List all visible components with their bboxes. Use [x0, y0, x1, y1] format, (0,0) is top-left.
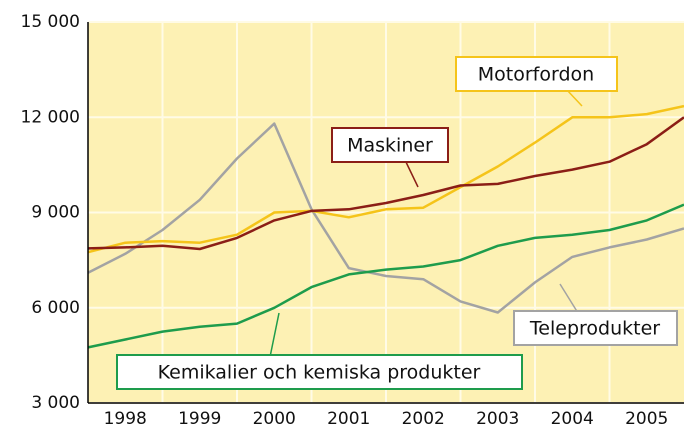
series-line [87, 116, 684, 251]
callout-label: Motorfordon [478, 64, 594, 86]
y-tick-label: 9 000 [31, 203, 80, 223]
callout-box [331, 127, 449, 163]
y-tick-label: 3 000 [31, 393, 80, 413]
pointer [269, 312, 280, 358]
x-tick-label: 2000 [253, 409, 296, 429]
series-line [87, 203, 684, 349]
x-tick-label: 2004 [551, 409, 594, 429]
callout-label: Teleprodukter [529, 318, 660, 340]
series-line [87, 104, 684, 254]
callout-box [513, 310, 678, 346]
y-tick-label: 6 000 [31, 298, 80, 318]
x-tick-label: 1998 [104, 409, 147, 429]
y-tick-label: 12 000 [21, 107, 80, 127]
pointer [559, 283, 579, 314]
x-tick-label: 2003 [476, 409, 519, 429]
callout-box [116, 354, 523, 390]
lines [87, 104, 684, 349]
callout-box [455, 56, 618, 92]
x-tick-label: 2001 [327, 409, 370, 429]
callout-label: Kemikalier och kemiska produkter [158, 362, 481, 384]
x-tick-label: 2002 [402, 409, 445, 429]
series-line [87, 122, 684, 314]
callout-label: Maskiner [347, 135, 433, 157]
y-tick-label: 15 000 [21, 12, 80, 32]
x-tick-label: 2005 [625, 409, 668, 429]
pointer [404, 159, 419, 188]
x-tick-label: 1999 [178, 409, 221, 429]
